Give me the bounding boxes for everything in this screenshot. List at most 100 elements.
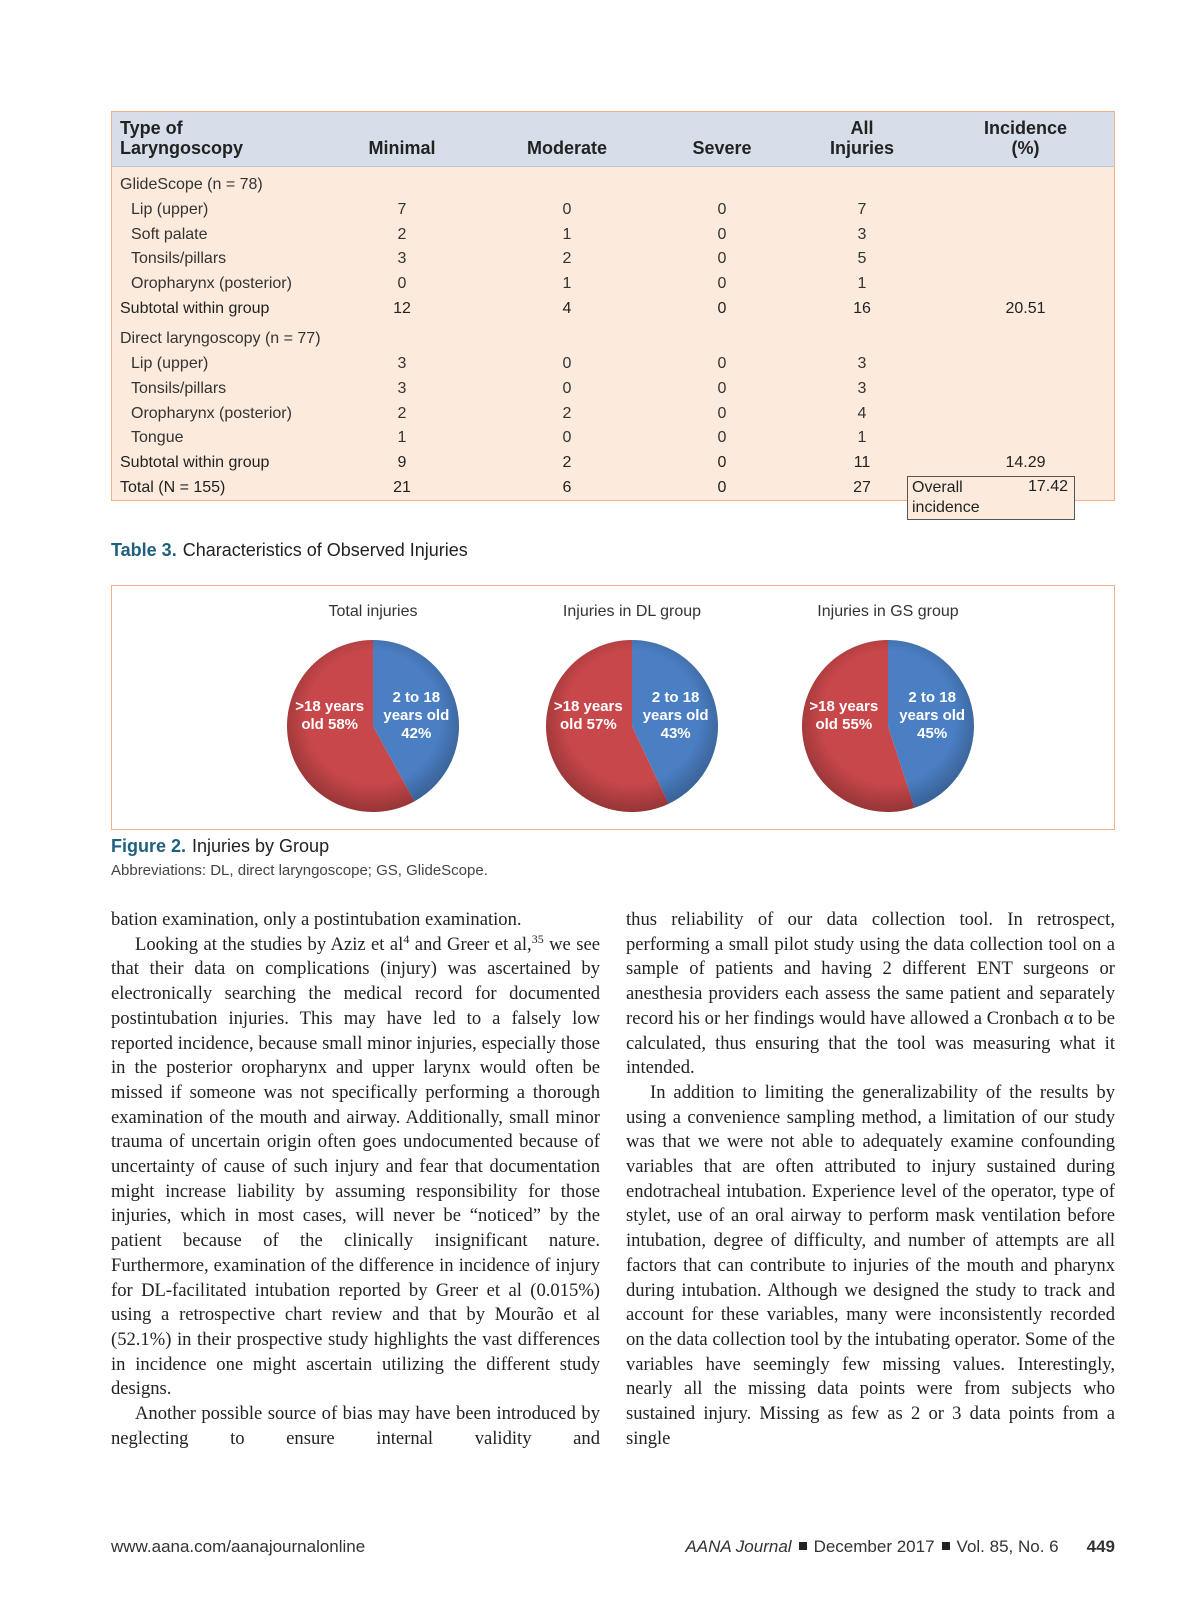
slice-category: >18 years old — [553, 697, 623, 733]
table-row: GlideScope (n = 78) — [112, 167, 1114, 198]
text-run: we see that their data on complications … — [111, 933, 600, 1400]
column-header: Minimal — [327, 112, 477, 167]
text-run: bation examination, only a postintubatio… — [111, 909, 522, 930]
incidence-cell — [937, 198, 1114, 223]
cell: 0 — [717, 250, 727, 268]
slice-value: 43% — [660, 724, 691, 742]
paragraph: Looking at the studies by Aziz et al4 an… — [111, 933, 600, 1402]
cell: 0 — [717, 201, 727, 219]
row-label: Soft palate — [131, 225, 208, 243]
cell: 3 — [397, 355, 407, 373]
date: December 2017 — [813, 1537, 935, 1556]
table-body: GlideScope (n = 78) Lip (upper) 7 0 0 7 Soft p… — [112, 167, 1114, 521]
cell: 5 — [857, 250, 867, 268]
slice-value: 57% — [586, 715, 617, 733]
page-number: 449 — [1086, 1537, 1115, 1556]
slice-value: 55% — [842, 715, 873, 733]
slice-category: 2 to 18 years old — [642, 688, 709, 724]
paragraph: thus reliability of our data collection … — [626, 908, 1115, 1081]
injury-table: Type of Laryngoscopy Minimal Moderate Sever… — [112, 112, 1114, 521]
pie-shade — [546, 640, 718, 812]
cell: 9 — [397, 453, 407, 471]
text-column: bation examination, only a postintubatio… — [111, 908, 600, 1451]
header-text: Severe — [692, 138, 752, 158]
cell: 11 — [853, 453, 871, 471]
cell: 1 — [857, 275, 867, 293]
pie-shade — [287, 640, 459, 812]
cell: 0 — [717, 225, 727, 243]
group-label: Direct laryngoscopy (n = 77) — [120, 330, 321, 348]
column-header: Type of Laryngoscopy — [112, 112, 327, 167]
citation: 35 — [531, 931, 544, 946]
table: Type of Laryngoscopy Minimal Moderate Sever… — [111, 111, 1115, 521]
table-row: Tonsils/pillars 3 2 0 5 — [112, 247, 1114, 272]
cell: 3 — [857, 379, 867, 397]
slice-value: 58% — [327, 715, 359, 733]
cell: 0 — [717, 404, 727, 422]
group-label: GlideScope (n = 78) — [120, 176, 263, 194]
text-run: Another possible source of bias may have… — [111, 1403, 600, 1449]
cell: 0 — [562, 379, 572, 397]
caption-text: Characteristics of Observed Injuries — [182, 540, 468, 560]
cell: 2 — [562, 250, 572, 268]
volume: Vol. 85, No. 6 — [956, 1537, 1059, 1556]
cell: 0 — [717, 275, 727, 293]
text-run: Looking at the studies by Aziz et al — [135, 933, 404, 955]
column-header: Severe — [657, 112, 787, 167]
row-label: Lip (upper) — [131, 201, 209, 219]
header-text: Moderate — [526, 138, 607, 158]
cell: 0 — [397, 275, 407, 293]
cell: 3 — [397, 379, 407, 397]
table-row: Lip (upper) 7 0 0 7 — [112, 198, 1114, 223]
table-row: Tongue 1 0 0 1 — [112, 426, 1114, 451]
journal: AANA Journal — [685, 1537, 792, 1556]
incidence-cell — [937, 222, 1114, 247]
figure: Total injuries Injuries in DL group Injuri… — [111, 585, 1115, 830]
table-row: Direct laryngoscopy (n = 77) — [112, 321, 1114, 352]
cell: 2 — [562, 453, 572, 471]
slice-category: >18 years old — [295, 697, 365, 733]
chart-title: Total injuries — [329, 603, 418, 620]
row-label: Tongue — [131, 429, 184, 447]
text-column: thus reliability of our data collection … — [626, 908, 1115, 1451]
cell: 21 — [393, 478, 411, 496]
header-text: All Injuries — [829, 118, 895, 158]
table-row: Tonsils/pillars 3 0 0 3 — [112, 377, 1114, 402]
figure-note: Abbreviations: DL, direct laryngoscope; … — [111, 862, 488, 879]
cell: 7 — [857, 201, 867, 219]
incidence-cell: 14.29 — [937, 451, 1114, 476]
separator — [798, 1542, 807, 1550]
paragraph: In addition to limiting the generalizabi… — [626, 1081, 1115, 1452]
table-row: Subtotal within group 12 4 0 16 20.51 — [112, 296, 1114, 321]
slice-label: 2 to 18 years old 42% — [376, 689, 456, 743]
cell: 1 — [562, 225, 572, 243]
slice-label: >18 years old 55% — [804, 698, 884, 734]
slice-value: 42% — [401, 724, 432, 742]
caption-text: Injuries by Group — [192, 836, 330, 856]
cell: 0 — [562, 429, 572, 447]
slice-label: 2 to 18 years old 45% — [892, 689, 972, 743]
cell: 0 — [562, 201, 572, 219]
incidence-cell — [937, 352, 1114, 377]
footer-right: AANA Journal December 2017 Vol. 85, No. 6 4… — [685, 1537, 1115, 1557]
chart-title: Injuries in GS group — [817, 603, 959, 620]
figure-caption: Figure 2. Injuries by Group — [111, 836, 329, 857]
table-caption: Table 3. Characteristics of Observed Inju… — [111, 540, 468, 561]
cell: 1 — [397, 429, 407, 447]
table-row: Oropharynx (posterior) 2 2 0 4 — [112, 401, 1114, 426]
caption-label: Table 3. — [111, 540, 177, 560]
row-label: Lip (upper) — [131, 355, 209, 373]
chart-title: Injuries in DL group — [563, 603, 701, 620]
cell: 4 — [857, 404, 867, 422]
text-run: In addition to limiting the generalizabi… — [626, 1081, 1115, 1449]
column-header: Incidence (%) — [937, 112, 1114, 167]
slice-category: 2 to 18 years old — [899, 688, 966, 724]
cell: 1 — [562, 275, 572, 293]
pie-charts: Total injuries Injuries in DL group Injuri… — [287, 603, 974, 812]
cell: 0 — [717, 299, 727, 317]
cell: 16 — [853, 299, 871, 317]
cell: 2 — [397, 404, 407, 422]
cell: 3 — [857, 225, 867, 243]
header-text: Minimal — [368, 138, 436, 158]
